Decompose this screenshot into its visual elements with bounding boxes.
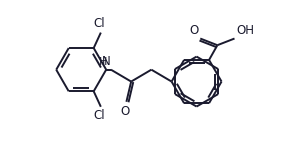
Text: O: O xyxy=(121,105,130,118)
Text: O: O xyxy=(189,24,198,37)
Text: N: N xyxy=(102,56,111,68)
Text: OH: OH xyxy=(236,24,254,37)
Text: Cl: Cl xyxy=(94,109,105,122)
Text: H: H xyxy=(99,57,107,67)
Text: Cl: Cl xyxy=(94,17,105,30)
